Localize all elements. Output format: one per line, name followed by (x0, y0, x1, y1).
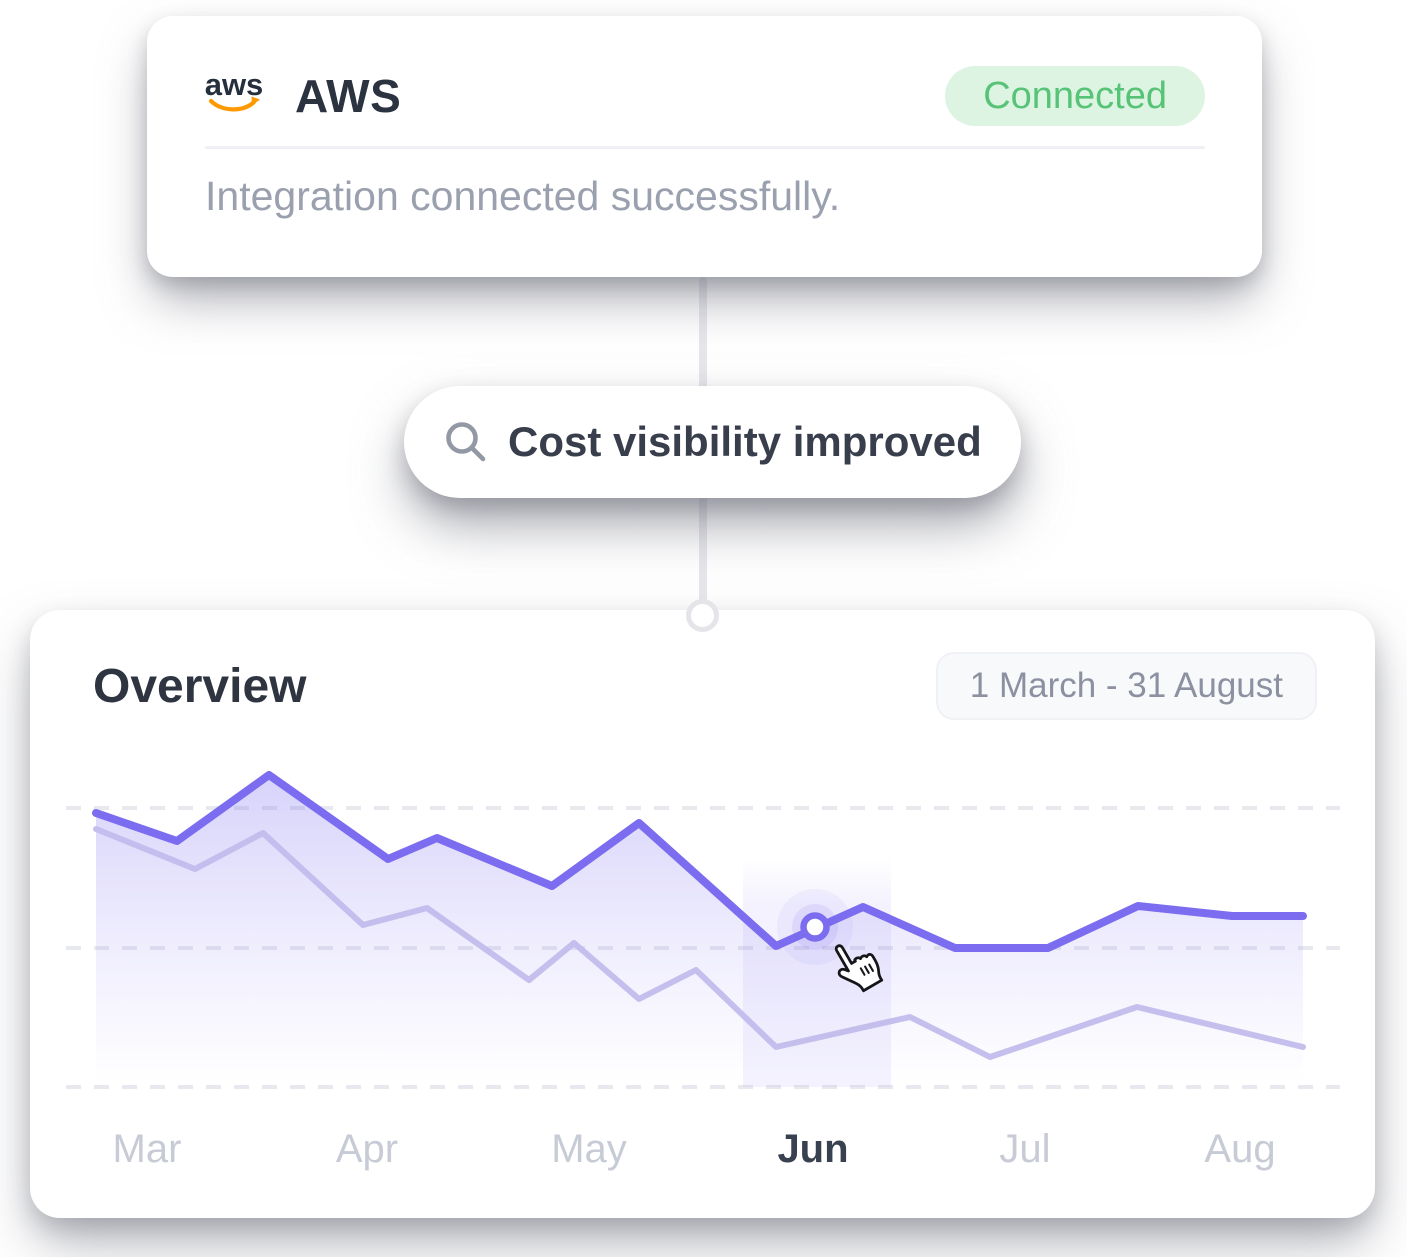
integration-card-header: aws AWS Connected (205, 56, 1205, 136)
overview-card: Overview 1 March - 31 August (30, 610, 1375, 1218)
status-badge: Connected (945, 66, 1205, 126)
svg-text:aws: aws (205, 68, 263, 102)
month-label-jun: Jun (777, 1127, 848, 1171)
insight-pill-label: Cost visibility improved (508, 418, 982, 465)
hand-cursor-icon (834, 944, 884, 993)
month-label-aug: Aug (1204, 1127, 1275, 1171)
secondary-series-line (93, 826, 1306, 1060)
integration-title: AWS (295, 70, 402, 122)
divider (205, 146, 1205, 149)
month-label-may: May (551, 1127, 627, 1171)
month-label-jul: Jul (999, 1127, 1050, 1171)
month-axis: Mar Apr May Jun Jul Aug (113, 1127, 1276, 1171)
integration-card: aws AWS Connected Integration connected … (147, 16, 1262, 277)
month-label-apr: Apr (336, 1127, 398, 1171)
hover-point-marker[interactable] (800, 912, 830, 942)
connector-dot (686, 599, 719, 632)
search-icon (442, 418, 490, 466)
primary-series-line (92, 771, 1307, 952)
overview-chart[interactable]: Mar Apr May Jun Jul Aug (30, 610, 1375, 1218)
integration-message: Integration connected successfully. (205, 173, 841, 219)
month-label-mar: Mar (113, 1127, 182, 1171)
overview-title: Overview (93, 659, 307, 713)
date-range-badge[interactable]: 1 March - 31 August (935, 652, 1317, 720)
insight-pill[interactable]: Cost visibility improved (404, 386, 1021, 498)
overview-header: Overview 1 March - 31 August (93, 652, 1317, 720)
aws-logo: aws (205, 67, 265, 124)
primary-series-area (96, 775, 1303, 1087)
